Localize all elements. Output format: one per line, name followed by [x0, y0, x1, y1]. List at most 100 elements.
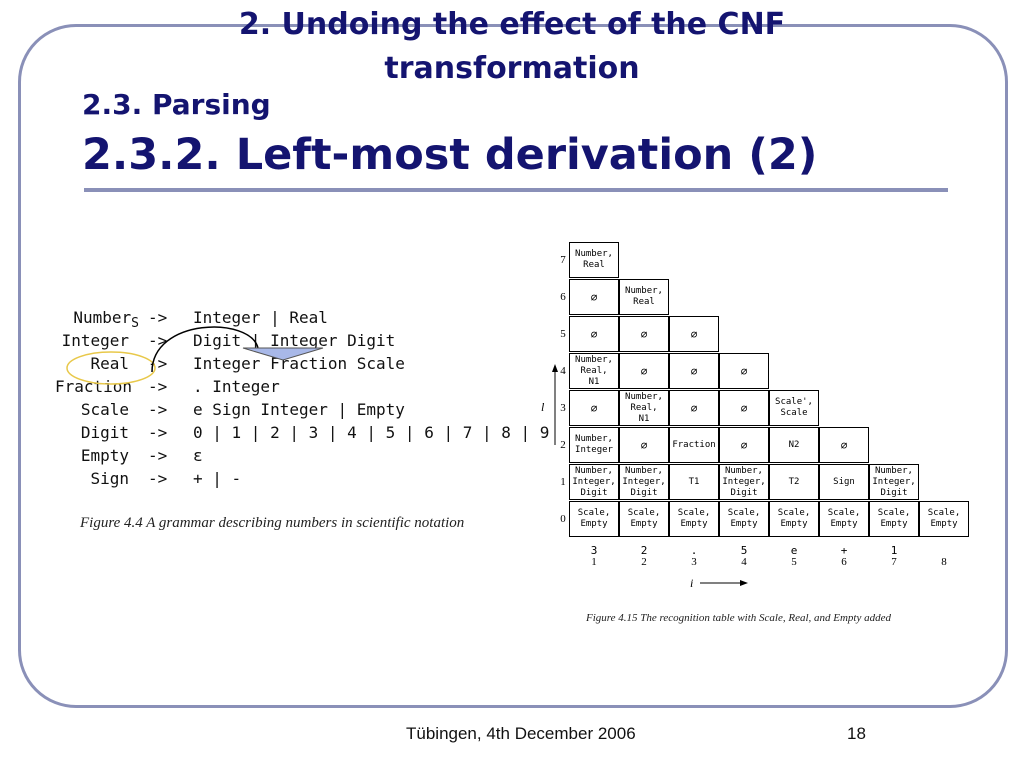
- table-cell: ∅: [569, 390, 619, 426]
- rule-arrow: ->: [148, 308, 168, 327]
- rule-rhs: + | -: [193, 469, 242, 488]
- rule-rhs: 0 | 1 | 2 | 3 | 4 | 5 | 6 | 7 | 8 | 9: [193, 423, 550, 442]
- table-cell: Number, Integer, Digit: [619, 464, 669, 500]
- row-label: 3: [560, 402, 566, 414]
- slide-title-line2: transformation: [384, 51, 640, 86]
- table-cell: Number, Integer, Digit: [719, 464, 769, 500]
- rule-arrow: ->: [148, 400, 168, 419]
- table-cell: T1: [669, 464, 719, 500]
- arrow-head-shape: [242, 347, 324, 361]
- table-cell: Number, Integer: [569, 427, 619, 463]
- row-label: 7: [560, 254, 566, 266]
- input-symbol: 5: [740, 544, 748, 557]
- position-number: 6: [841, 556, 847, 568]
- rule-lhs: NumberS: [73, 308, 139, 332]
- position-number: 5: [791, 556, 797, 568]
- footer-text: Tübingen, 4th December 2006: [406, 724, 636, 743]
- table-cell: Scale, Empty: [869, 501, 919, 537]
- table-cell: Scale, Empty: [619, 501, 669, 537]
- input-symbol: 1: [890, 544, 898, 557]
- table-cell: Number, Real, N1: [619, 390, 669, 426]
- table-cell: Scale, Empty: [719, 501, 769, 537]
- position-number: 4: [741, 556, 747, 568]
- table-cell: ∅: [669, 353, 719, 389]
- table-cell: Sign: [819, 464, 869, 500]
- row-label: 4: [560, 365, 566, 377]
- position-number: 1: [591, 556, 597, 568]
- table-cell: ∅: [669, 316, 719, 352]
- table-cell: ∅: [569, 316, 619, 352]
- table-cell: ∅: [619, 427, 669, 463]
- table-cell: Scale, Empty: [819, 501, 869, 537]
- rule-arrow: ->: [148, 423, 168, 442]
- rule-lhs: Scale: [80, 400, 129, 419]
- slide-frame: [18, 24, 1008, 708]
- table-cell: Scale, Empty: [669, 501, 719, 537]
- rule-rhs: Integer Fraction Scale: [193, 354, 405, 373]
- rule-lhs: Integer: [61, 331, 129, 350]
- table-cell: Fraction: [669, 427, 719, 463]
- rule-rhs: Digit | Integer Digit: [193, 331, 396, 350]
- page-number: 18: [847, 724, 866, 743]
- table-cell: ∅: [669, 390, 719, 426]
- table-cell: Number, Integer, Digit: [869, 464, 919, 500]
- rule-arrow: ->: [148, 469, 168, 488]
- rule-arrow: ->: [148, 446, 168, 465]
- rule-rhs: . Integer: [193, 377, 280, 396]
- i-axis-arrowhead: [740, 580, 748, 586]
- table-cell: ∅: [569, 279, 619, 315]
- position-number: 8: [941, 556, 947, 568]
- slide-title-line1: 2. Undoing the effect of the CNF: [238, 7, 786, 42]
- table-cell: ∅: [819, 427, 869, 463]
- position-number: 2: [641, 556, 647, 568]
- rule-rhs: Integer | Real: [193, 308, 328, 327]
- position-number: 7: [891, 556, 897, 568]
- l-axis-label: l: [541, 400, 545, 414]
- input-symbol: 2: [640, 544, 648, 557]
- rule-lhs: Fraction: [55, 377, 133, 396]
- input-symbol: .: [690, 544, 698, 557]
- grammar-caption: Figure 4.4 A grammar describing numbers …: [80, 515, 465, 531]
- table-cell: Number, Real: [569, 242, 619, 278]
- derivation-arrow: [151, 326, 259, 373]
- table-caption: Figure 4.15 The recognition table with S…: [586, 612, 891, 624]
- table-cell: Scale', Scale: [769, 390, 819, 426]
- rule-rhs: e Sign Integer | Empty: [193, 400, 405, 419]
- slide-heading: 2.3.2. Left-most derivation (2): [82, 130, 818, 180]
- row-label: 2: [560, 439, 566, 451]
- rule-lhs-subscript: S: [131, 316, 139, 332]
- highlight-circle: [66, 351, 156, 385]
- i-axis-label: i: [690, 576, 694, 590]
- input-symbol: +: [840, 544, 848, 557]
- row-label: 6: [560, 291, 566, 303]
- table-cell: Scale, Empty: [769, 501, 819, 537]
- table-cell: ∅: [619, 353, 669, 389]
- l-axis-arrowhead: [552, 364, 558, 372]
- row-label: 0: [560, 513, 566, 525]
- table-cell: N2: [769, 427, 819, 463]
- table-cell: Scale, Empty: [919, 501, 969, 537]
- table-cell: ∅: [719, 427, 769, 463]
- title-underline: [84, 188, 948, 192]
- table-cell: T2: [769, 464, 819, 500]
- table-cell: Number, Real: [619, 279, 669, 315]
- rule-lhs: Digit: [80, 423, 129, 442]
- rule-lhs: Empty: [80, 446, 129, 465]
- row-label: 1: [560, 476, 566, 488]
- slide-subtitle: 2.3. Parsing: [82, 88, 271, 121]
- table-cell: Scale, Empty: [569, 501, 619, 537]
- position-number: 3: [691, 556, 697, 568]
- rule-rhs: ε: [193, 446, 203, 465]
- table-cell: ∅: [719, 353, 769, 389]
- table-cell: Number, Integer, Digit: [569, 464, 619, 500]
- rule-arrow: ->: [148, 377, 168, 396]
- table-cell: ∅: [619, 316, 669, 352]
- row-label: 5: [560, 328, 566, 340]
- input-symbol: 3: [590, 544, 598, 557]
- rule-lhs: Sign: [90, 469, 129, 488]
- table-cell: Number, Real, N1: [569, 353, 619, 389]
- input-symbol: e: [790, 544, 798, 557]
- table-cell: ∅: [719, 390, 769, 426]
